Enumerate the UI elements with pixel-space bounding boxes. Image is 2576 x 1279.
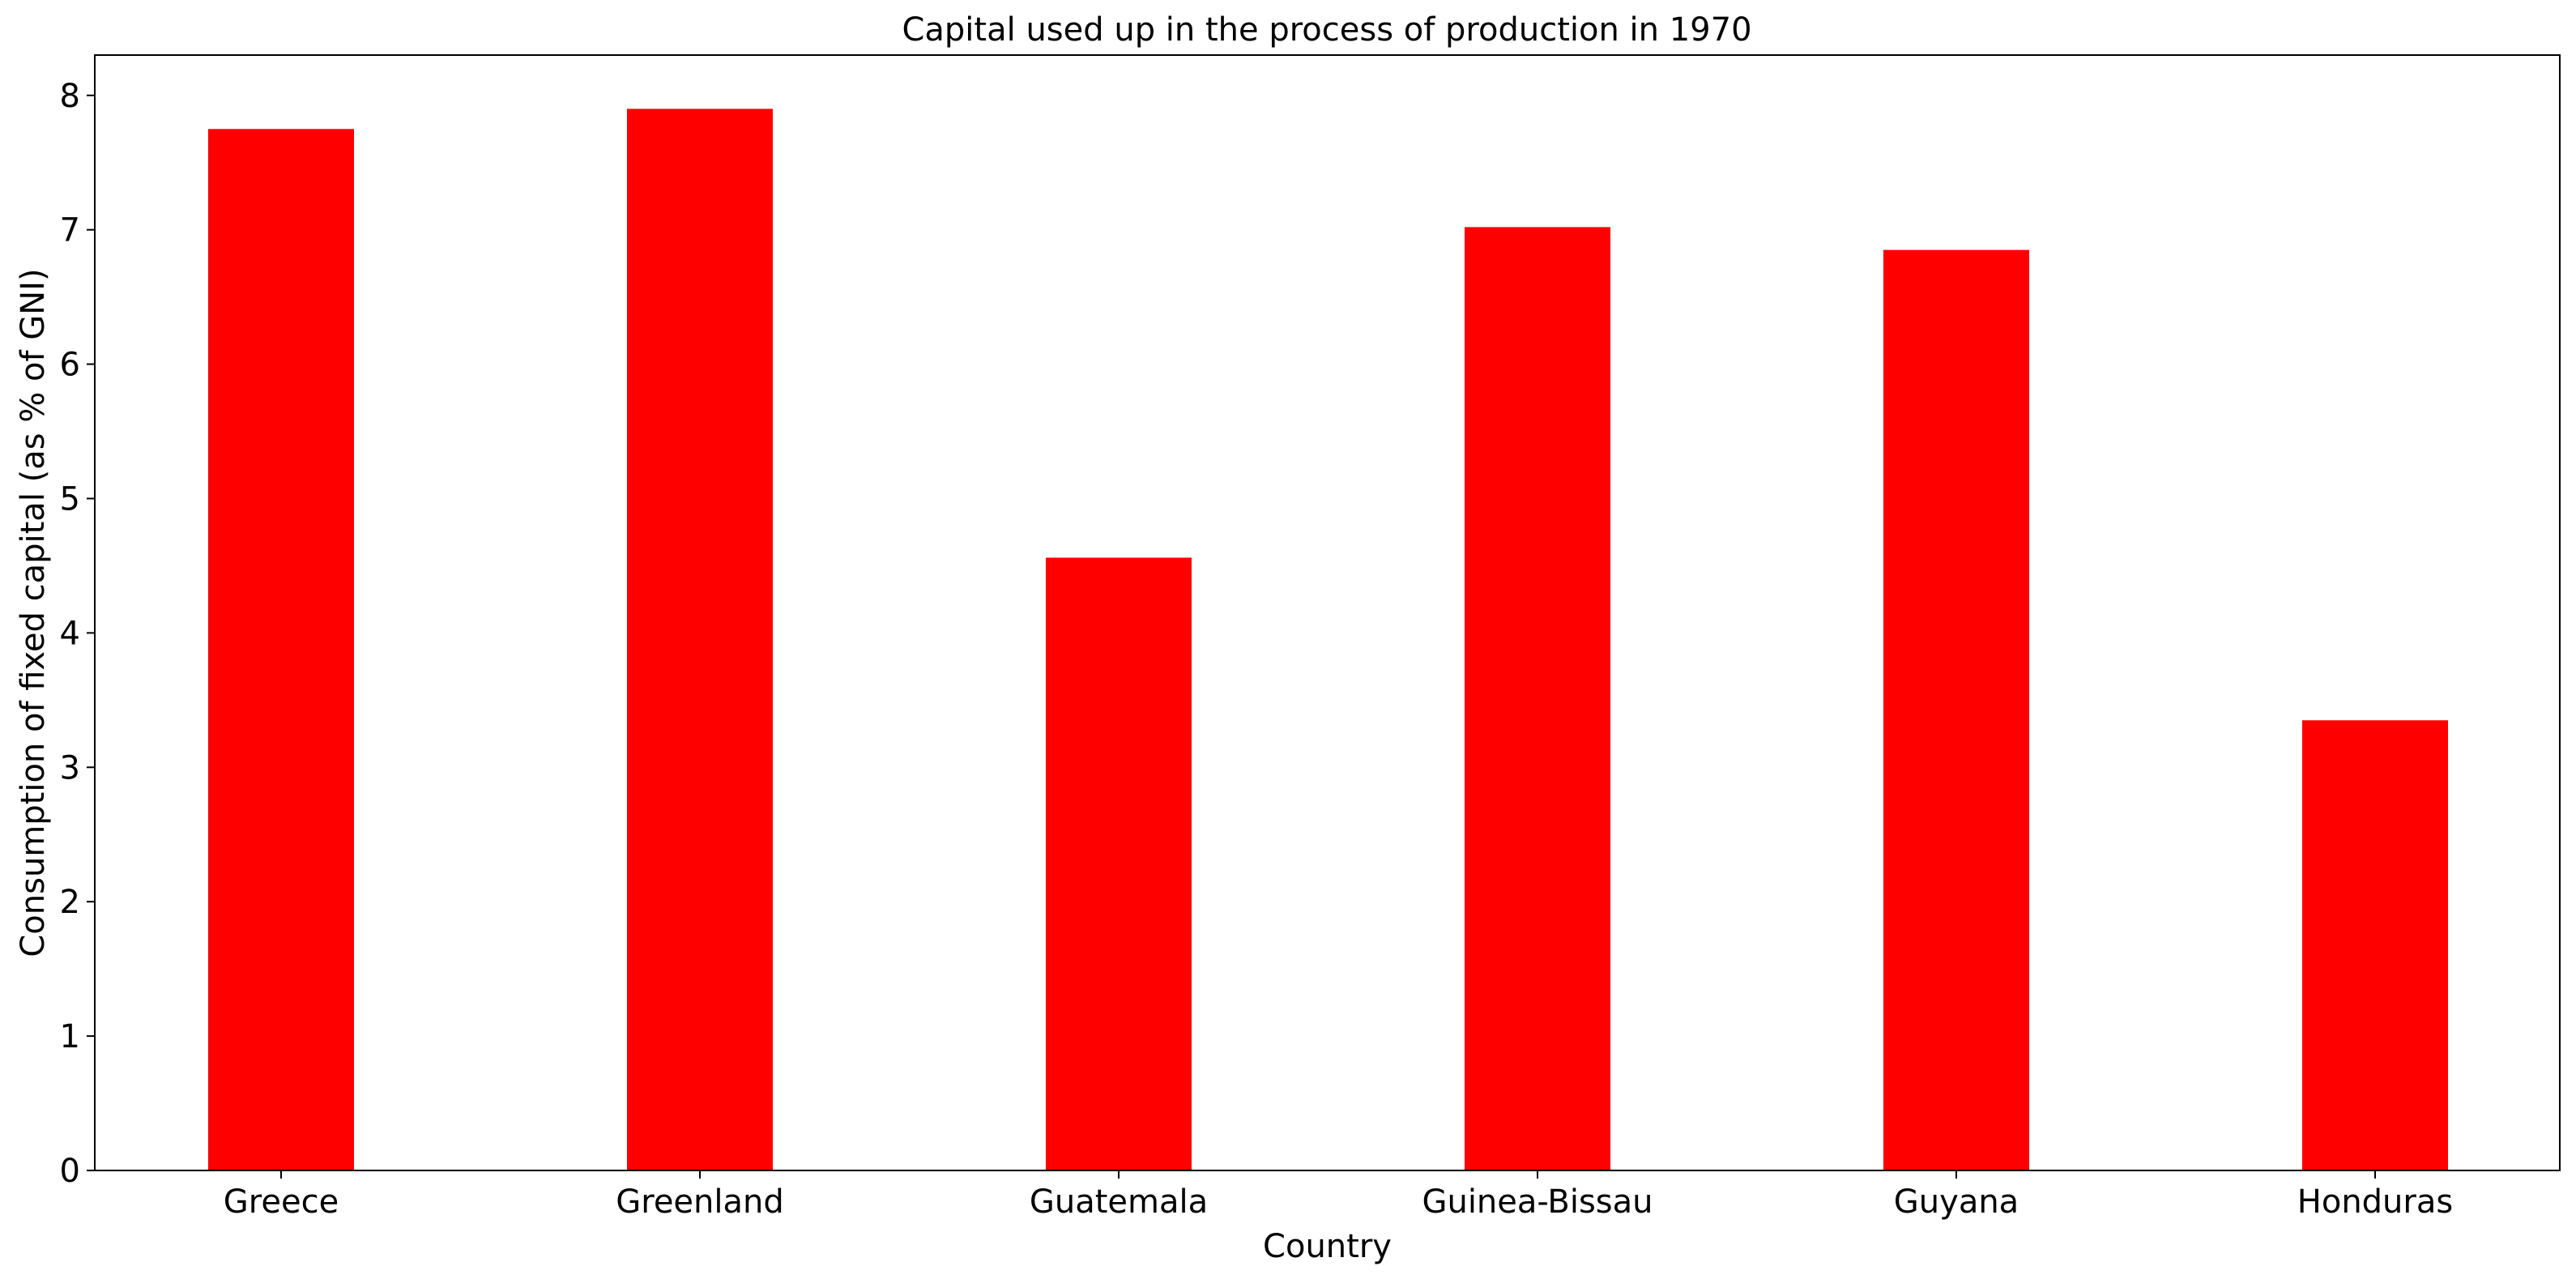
chart-title: Capital used up in the process of produc… (902, 11, 1751, 49)
x-tick-label: Greece (224, 1183, 339, 1221)
bar-guinea-bissau (1465, 227, 1610, 1170)
bars-group (208, 109, 2448, 1171)
x-tick-label: Greenland (616, 1183, 784, 1221)
bar-greenland (627, 109, 773, 1170)
y-axis-ticks: 0 1 2 3 4 5 6 7 8 (60, 78, 95, 1190)
y-tick-label: 5 (60, 480, 80, 518)
x-tick-label: Guatemala (1030, 1183, 1208, 1221)
y-tick-label: 3 (60, 749, 80, 787)
y-tick-label: 4 (60, 615, 80, 652)
y-tick-label: 7 (60, 212, 80, 249)
y-tick-label: 1 (60, 1018, 80, 1055)
x-tick-label: Guinea-Bissau (1422, 1183, 1653, 1221)
bar-guyana (1883, 249, 2029, 1170)
y-tick-label: 6 (60, 347, 80, 384)
x-axis-ticks: Greece Greenland Guatemala Guinea-Bissau Guy… (224, 1170, 2453, 1221)
y-tick-label: 8 (60, 78, 80, 115)
bar-greece (208, 129, 354, 1171)
y-tick-label: 0 (60, 1153, 80, 1190)
plot-area-frame (94, 54, 2561, 1171)
y-axis-title: Consumption of fixed capital (as % of GN… (15, 268, 52, 957)
x-tick-label: Guyana (1894, 1183, 2019, 1221)
x-axis-title: Country (1263, 1228, 1392, 1265)
bar-guatemala (1046, 557, 1192, 1170)
x-tick-label: Honduras (2297, 1183, 2453, 1221)
bar-honduras (2302, 720, 2448, 1170)
y-tick-label: 2 (60, 884, 80, 921)
